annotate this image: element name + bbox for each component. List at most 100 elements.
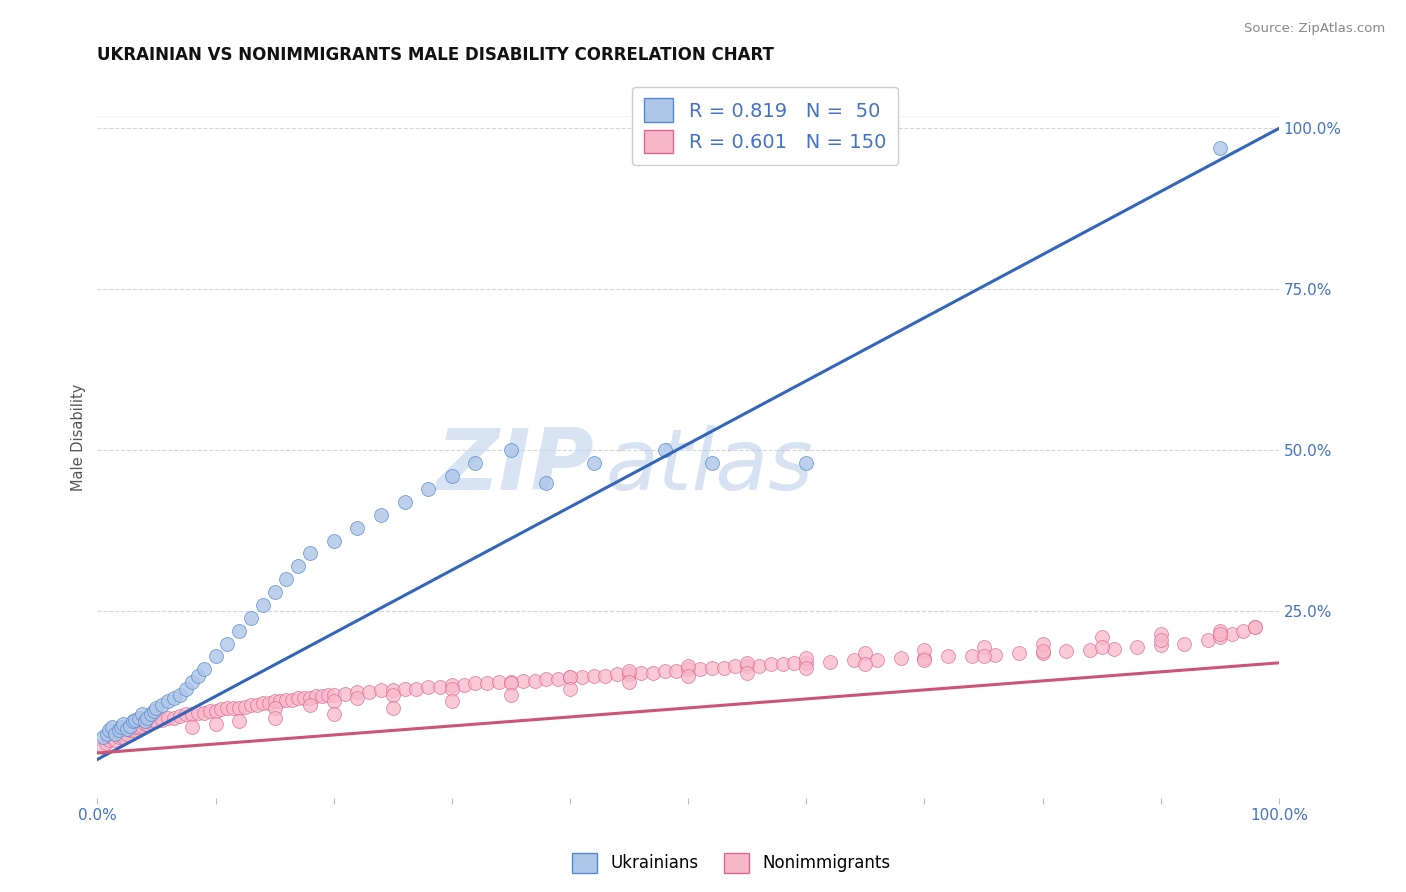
Point [394, 495, 416, 509]
Point [890, 650, 912, 665]
Point [713, 661, 735, 675]
Point [914, 643, 936, 657]
Point [134, 714, 156, 728]
Point [724, 659, 747, 673]
Point [228, 701, 250, 715]
Point [174, 707, 197, 722]
Point [606, 667, 628, 681]
Legend: Ukrainians, Nonimmigrants: Ukrainians, Nonimmigrants [565, 847, 897, 880]
Point [1244, 620, 1267, 634]
Point [477, 676, 499, 690]
Point [617, 675, 640, 690]
Point [499, 676, 522, 690]
Point [287, 559, 309, 574]
Point [1091, 640, 1114, 654]
Point [418, 681, 440, 695]
Point [700, 456, 723, 470]
Point [110, 727, 132, 741]
Point [94, 736, 117, 750]
Point [204, 649, 226, 664]
Point [311, 690, 333, 704]
Point [316, 688, 339, 702]
Point [157, 710, 180, 724]
Point [131, 707, 153, 722]
Point [464, 676, 486, 690]
Point [783, 656, 806, 670]
Point [91, 739, 114, 754]
Point [794, 650, 817, 665]
Point [322, 694, 344, 708]
Point [263, 701, 285, 715]
Point [292, 691, 315, 706]
Point [134, 717, 156, 731]
Point [115, 722, 138, 736]
Point [143, 704, 166, 718]
Point [794, 661, 817, 675]
Point [263, 694, 285, 708]
Point [204, 704, 226, 718]
Text: atlas: atlas [606, 425, 814, 508]
Point [150, 713, 173, 727]
Point [499, 675, 522, 690]
Point [180, 707, 202, 722]
Point [163, 710, 186, 724]
Point [174, 681, 197, 696]
Point [136, 710, 159, 724]
Point [187, 706, 209, 720]
Point [98, 733, 121, 747]
Point [222, 701, 245, 715]
Point [322, 688, 344, 702]
Point [169, 688, 191, 702]
Point [322, 707, 344, 722]
Point [960, 649, 983, 664]
Point [866, 652, 889, 666]
Point [973, 640, 995, 654]
Point [676, 669, 699, 683]
Point [759, 657, 782, 672]
Point [1032, 646, 1054, 660]
Point [818, 655, 841, 669]
Point [91, 730, 114, 744]
Point [169, 708, 191, 723]
Point [252, 696, 274, 710]
Point [187, 669, 209, 683]
Point [1173, 636, 1195, 650]
Point [228, 714, 250, 728]
Point [217, 701, 239, 715]
Point [180, 720, 202, 734]
Point [676, 662, 699, 676]
Point [299, 691, 322, 706]
Point [276, 572, 298, 586]
Point [1209, 627, 1232, 641]
Point [209, 702, 232, 716]
Point [853, 646, 876, 660]
Point [239, 698, 262, 712]
Point [1126, 640, 1149, 654]
Point [453, 678, 475, 692]
Point [794, 656, 817, 670]
Point [136, 717, 159, 731]
Text: ZIP: ZIP [436, 425, 593, 508]
Point [735, 665, 758, 680]
Point [558, 670, 581, 684]
Point [984, 648, 1007, 662]
Point [112, 730, 135, 744]
Point [381, 682, 404, 697]
Point [1078, 643, 1101, 657]
Point [107, 730, 129, 744]
Point [630, 665, 652, 680]
Point [239, 611, 262, 625]
Point [381, 688, 404, 702]
Point [276, 693, 298, 707]
Point [150, 698, 173, 712]
Point [257, 696, 280, 710]
Point [794, 456, 817, 470]
Point [523, 673, 546, 688]
Point [322, 533, 344, 548]
Point [198, 704, 221, 718]
Point [346, 685, 368, 699]
Point [263, 585, 285, 599]
Point [440, 678, 463, 692]
Point [139, 707, 162, 722]
Point [359, 685, 381, 699]
